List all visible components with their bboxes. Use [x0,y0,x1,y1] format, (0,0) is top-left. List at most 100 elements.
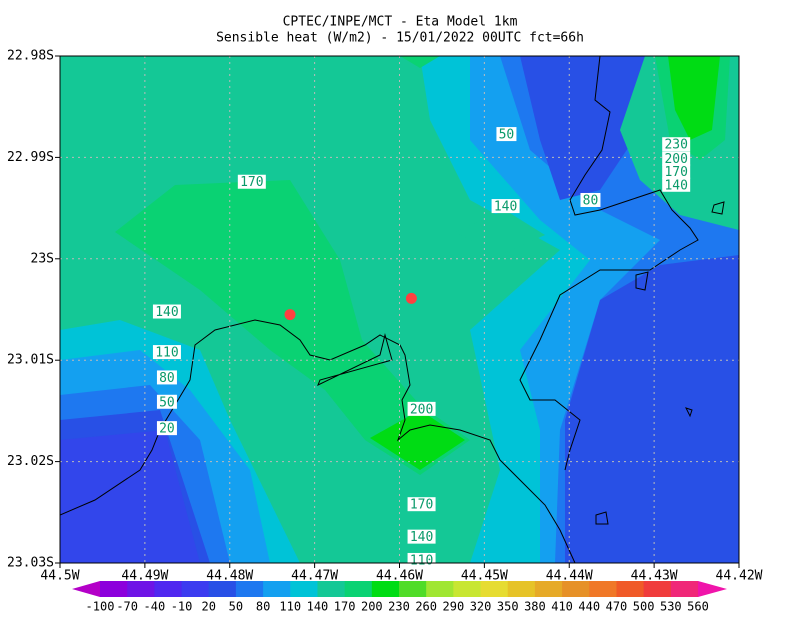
x-tick-label: 44.48W [206,569,253,584]
contour-label: 20 [159,422,175,437]
x-tick-label: 44.46W [376,569,423,584]
y-tick-label: 23S [31,251,54,266]
contour-label: 80 [583,193,599,208]
colorbar-cell [643,581,672,597]
colorbar-label: 350 [497,600,519,614]
x-tick-label: 44.42W [716,569,763,584]
colorbar-label: 260 [415,600,437,614]
y-tick-label: 22.99S [7,150,54,165]
field-fill [455,210,545,255]
field-fill [565,255,739,563]
colorbar-arrow [72,581,100,597]
x-tick-label: 44.45W [461,569,508,584]
contour-label: 110 [410,553,433,568]
field-fill [60,430,200,563]
colorbar-label: 110 [279,600,301,614]
coastline [317,333,393,387]
contour-label: 200 [410,402,433,417]
colorbar-cell [534,581,563,597]
colorbar-label: 200 [361,600,383,614]
contour-label-bg [662,151,691,166]
x-tick-label: 44.47W [291,569,338,584]
subtitle: Sensible heat (W/m2) - 15/01/2022 00UTC … [216,31,584,46]
contour-label-bg [662,177,691,192]
colorbar-cell [616,581,645,597]
contour-label: 200 [664,152,687,167]
colorbar-label: -70 [116,600,138,614]
contour-label: 110 [155,346,178,361]
colorbar-cell [507,581,536,597]
coastline [60,319,576,563]
colorbar-label: 560 [687,600,709,614]
contour-label-bg [496,127,517,142]
contour-label-bg [491,199,520,214]
colorbar-label: 530 [660,600,682,614]
colorbar-cell [317,581,346,597]
colorbar-cell [100,581,128,597]
contour-label-bg [662,164,691,179]
contour-label-bg [580,192,601,207]
colorbar-cell [371,581,400,597]
colorbar-label: 500 [633,600,655,614]
contour-label: 170 [410,498,433,513]
y-tick-label: 23.02S [7,454,54,469]
contour-label: 80 [159,371,175,386]
contour-label-bg [156,421,177,436]
colorbar-label: -100 [86,600,115,614]
field-fill [668,56,720,140]
colorbar-label: -40 [144,600,166,614]
colorbar-cell [589,581,617,597]
field-fill [370,410,465,470]
station-point [405,292,417,304]
colorbar-cell [344,581,373,597]
contour-label: 140 [155,305,178,320]
contour-label: 50 [499,128,515,143]
colorbar-label: 470 [606,600,628,614]
contour-label-bg [407,401,436,416]
x-tick-label: 44.5W [40,569,79,584]
colorbar-label: 140 [307,600,329,614]
colorbar-label: 320 [470,600,492,614]
colorbar-label: 50 [229,600,243,614]
colorbar-label: 230 [388,600,410,614]
contour-label: 170 [664,165,687,180]
island [595,201,725,525]
contour-label: 140 [410,530,433,545]
y-tick-label: 23.01S [7,353,54,368]
field-fill [400,56,440,68]
contour-label: 140 [494,200,517,215]
colorbar-label: -10 [171,600,193,614]
colorbar-label: 440 [578,600,600,614]
station-point [284,309,296,321]
field-fill [115,180,470,475]
colorbar-label: 20 [202,600,216,614]
title: CPTEC/INPE/MCT - Eta Model 1km [283,15,518,30]
colorbar-cell [426,581,454,597]
contour-label-bg [662,137,691,152]
contour-label-bg [152,304,181,319]
colorbar-label: 170 [334,600,356,614]
contour-label-bg [237,174,266,189]
y-tick-label: 23.03S [7,556,54,571]
x-tick-label: 44.49W [121,569,168,584]
colorbar-cell [562,581,590,597]
y-tick-label: 22.98S [7,49,54,64]
colorbar-label: 380 [524,600,546,614]
colorbar-label: 290 [443,600,465,614]
colorbar-cell [181,581,210,597]
coastline [519,56,699,471]
contour-label: 50 [159,395,175,410]
colorbar-cell [399,581,427,597]
colorbar-cell [154,581,183,597]
colorbar-label: 80 [256,600,270,614]
contour-label: 230 [664,138,687,153]
colorbar-cell [208,581,237,597]
colorbar-cell [235,581,264,597]
contour-label: 170 [240,175,263,190]
contour-label-bg [407,497,436,512]
colorbar-cell [127,581,155,597]
field-fill [520,56,650,200]
contour-label-bg [152,345,181,360]
colorbar-cell [263,581,291,597]
